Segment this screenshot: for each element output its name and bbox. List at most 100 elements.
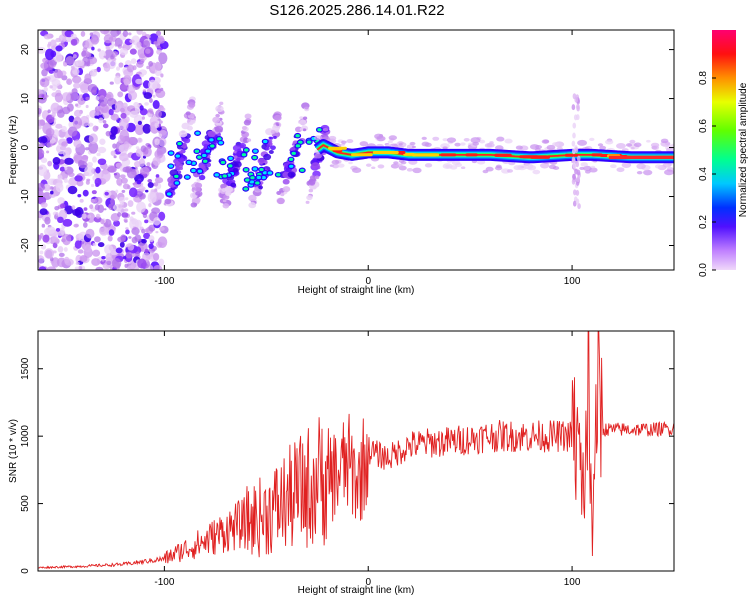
noise-blob bbox=[73, 139, 82, 148]
noise-blob bbox=[61, 141, 68, 148]
halo-blob bbox=[507, 169, 514, 173]
streak-blob bbox=[276, 197, 285, 205]
noise-blob bbox=[110, 113, 119, 121]
halo-blob bbox=[494, 165, 503, 171]
noise-blob bbox=[144, 102, 149, 106]
noise-blob bbox=[122, 166, 131, 173]
noise-blob bbox=[151, 207, 161, 214]
noise-blob bbox=[92, 242, 97, 247]
halo-blob bbox=[341, 140, 347, 144]
streak-blob bbox=[268, 149, 274, 155]
streak-blob bbox=[241, 125, 248, 130]
noise-blob bbox=[64, 157, 74, 165]
halo-blob bbox=[328, 135, 337, 141]
colorbar-tick-label: 0.6 bbox=[698, 119, 709, 133]
halo-blob bbox=[585, 170, 591, 174]
streak-blob bbox=[248, 202, 257, 209]
noise-blob bbox=[49, 85, 53, 89]
halo-blob bbox=[610, 164, 617, 169]
figure-title: S126.2025.286.14.01.R22 bbox=[269, 2, 444, 19]
noise-blob bbox=[153, 217, 161, 226]
streak-blob bbox=[273, 114, 282, 121]
colorbar-gradient bbox=[712, 30, 736, 270]
noise-blob bbox=[142, 80, 151, 89]
spectrogram-y-tick-label: -10 bbox=[20, 189, 31, 204]
spectrogram-y-axis-label: Frequency (Hz) bbox=[8, 116, 19, 185]
noise-blob bbox=[39, 77, 50, 88]
noise-blob bbox=[122, 30, 129, 37]
knot-inner bbox=[288, 157, 294, 162]
halo-blob bbox=[398, 143, 403, 146]
noise-blob bbox=[59, 166, 66, 172]
noise-blob bbox=[55, 123, 63, 129]
knot-inner bbox=[210, 144, 215, 148]
noise-blob bbox=[103, 63, 111, 72]
noise-blob bbox=[92, 125, 99, 132]
halo-blob bbox=[589, 137, 595, 142]
noise-blob bbox=[148, 243, 154, 249]
noise-blob bbox=[74, 266, 80, 270]
noise-blob bbox=[56, 70, 64, 79]
noise-blob bbox=[92, 249, 101, 257]
noise-blob bbox=[127, 90, 138, 101]
noise-blob bbox=[80, 31, 86, 37]
snr-y-tick-label: 500 bbox=[20, 495, 31, 512]
noise-blob bbox=[138, 137, 142, 143]
noise-blob bbox=[42, 122, 52, 135]
noise-blob bbox=[143, 232, 151, 240]
noise-blob bbox=[152, 156, 161, 166]
noise-blob bbox=[38, 108, 42, 115]
noise-blob bbox=[54, 205, 60, 211]
halo-blob bbox=[629, 139, 636, 144]
noise-blob bbox=[123, 141, 130, 150]
halo-blob bbox=[616, 142, 626, 149]
vertical-smear bbox=[571, 148, 576, 155]
noise-blob bbox=[145, 189, 149, 193]
noise-blob bbox=[83, 222, 88, 228]
knot-inner bbox=[256, 175, 262, 180]
vertical-smear bbox=[575, 161, 580, 168]
noise-blob bbox=[47, 109, 51, 114]
noise-blob bbox=[51, 235, 59, 243]
halo-blob bbox=[421, 136, 427, 140]
noise-blob bbox=[136, 41, 142, 48]
noise-blob bbox=[50, 190, 54, 195]
noise-blob bbox=[108, 229, 115, 236]
knot-inner bbox=[252, 156, 257, 160]
noise-blob bbox=[54, 92, 63, 103]
noise-blob bbox=[119, 48, 129, 56]
noise-blob bbox=[84, 165, 95, 177]
knot-inner bbox=[218, 141, 223, 145]
streak-blob bbox=[219, 101, 224, 106]
noise-blob bbox=[117, 212, 122, 218]
noise-blob bbox=[76, 180, 84, 187]
noise-blob bbox=[144, 228, 149, 233]
noise-blob bbox=[104, 191, 109, 196]
noise-blob bbox=[127, 265, 135, 270]
vertical-smear bbox=[572, 122, 577, 129]
noise-blob bbox=[95, 266, 104, 270]
streak-blob bbox=[222, 199, 227, 203]
knot-inner bbox=[228, 164, 233, 168]
halo-blob bbox=[454, 142, 461, 147]
noise-blob bbox=[143, 92, 153, 99]
noise-blob bbox=[122, 102, 128, 109]
noise-blob bbox=[136, 61, 144, 68]
colorbar-tick-label: 0.0 bbox=[698, 263, 709, 277]
noise-blob bbox=[81, 213, 87, 220]
noise-blob bbox=[126, 64, 135, 73]
noise-blob bbox=[79, 115, 90, 127]
noise-blob bbox=[109, 134, 116, 140]
halo-blob bbox=[579, 166, 585, 170]
noise-blob bbox=[38, 266, 47, 270]
halo-blob bbox=[412, 167, 422, 174]
halo-blob bbox=[442, 146, 448, 150]
noise-blob bbox=[158, 120, 163, 124]
noise-blob bbox=[97, 146, 107, 154]
noise-blob bbox=[77, 193, 82, 198]
noise-blob bbox=[55, 212, 59, 216]
vertical-smear bbox=[573, 114, 578, 121]
noise-blob bbox=[105, 45, 111, 51]
noise-blob bbox=[148, 224, 156, 232]
